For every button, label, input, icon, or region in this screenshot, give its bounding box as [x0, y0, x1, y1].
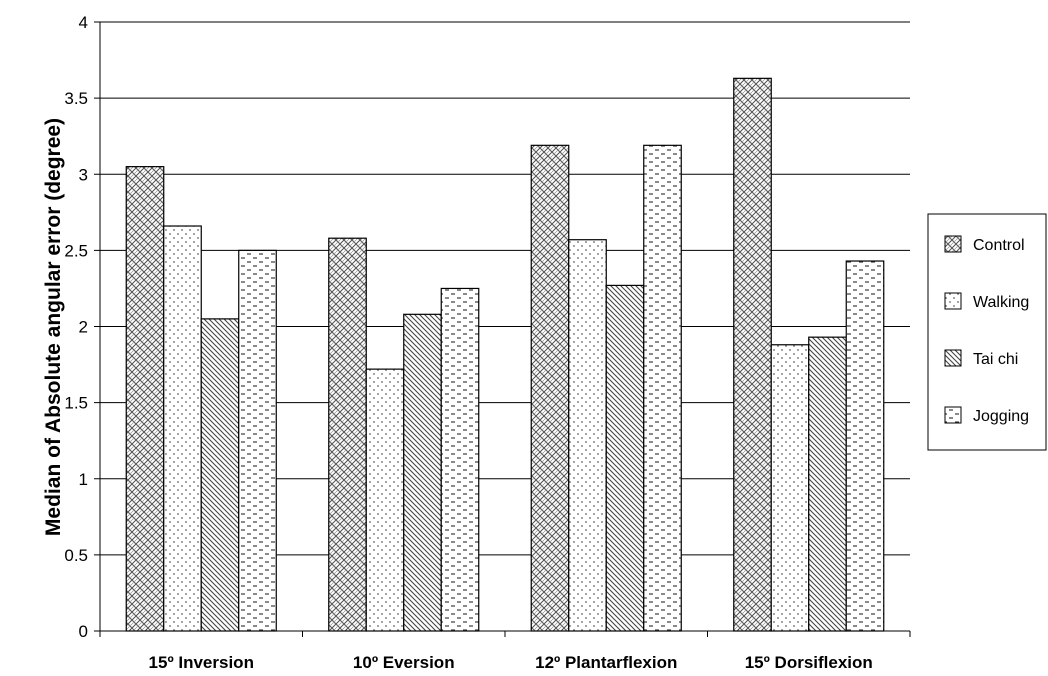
legend-swatch [944, 349, 962, 367]
legend-label: Tai chi [973, 351, 1018, 368]
bar-walking [163, 225, 202, 632]
y-tick-label: 3 [79, 165, 88, 184]
legend-label: Control [973, 237, 1025, 254]
y-tick-label: 4 [79, 13, 88, 32]
y-tick-label: 0 [79, 622, 88, 641]
bar-walking [568, 239, 607, 632]
bar-jogging [238, 249, 277, 632]
legend-swatch [944, 406, 962, 424]
bar-tai-chi [200, 318, 240, 632]
bar-tai-chi [605, 284, 645, 632]
x-category-label: 15º Inversion [149, 653, 254, 672]
bar-control [125, 166, 165, 632]
bar-walking [365, 368, 405, 632]
bar-walking [770, 344, 810, 632]
legend: Control Walking Tai chi Jogging [927, 213, 1047, 451]
y-axis-label: Median of Absolute angular error (degree… [42, 118, 65, 536]
bars [125, 77, 885, 632]
y-tick-label: 1 [79, 470, 88, 489]
legend-swatch [944, 292, 962, 310]
x-category-label: 10º Eversion [353, 653, 455, 672]
category-labels: 15º Inversion 10º Eversion 12º Plantarflex… [149, 653, 873, 672]
y-tick-label: 1.5 [64, 394, 88, 413]
legend-label: Jogging [973, 408, 1029, 425]
y-tick-label: 0.5 [64, 546, 88, 565]
y-tick-label: 2 [79, 318, 88, 337]
x-category-label: 15º Dorsiflexion [745, 653, 873, 672]
y-tick-label: 3.5 [64, 89, 88, 108]
x-category-label: 12º Plantarflexion [535, 653, 677, 672]
bar-jogging [643, 144, 682, 632]
bar-tai-chi [403, 313, 442, 632]
bar-control [328, 237, 367, 632]
y-tick-label: 2.5 [64, 241, 88, 260]
bar-jogging [845, 260, 885, 632]
bar-jogging [440, 287, 480, 632]
tick-labels: 0 0.5 1 1.5 2 2.5 3 3.5 4 [64, 13, 100, 641]
legend-label: Walking [973, 294, 1029, 311]
legend-swatch [944, 235, 962, 253]
bar-control [530, 144, 570, 632]
bar-tai-chi [808, 336, 847, 632]
bar-control [733, 77, 772, 632]
